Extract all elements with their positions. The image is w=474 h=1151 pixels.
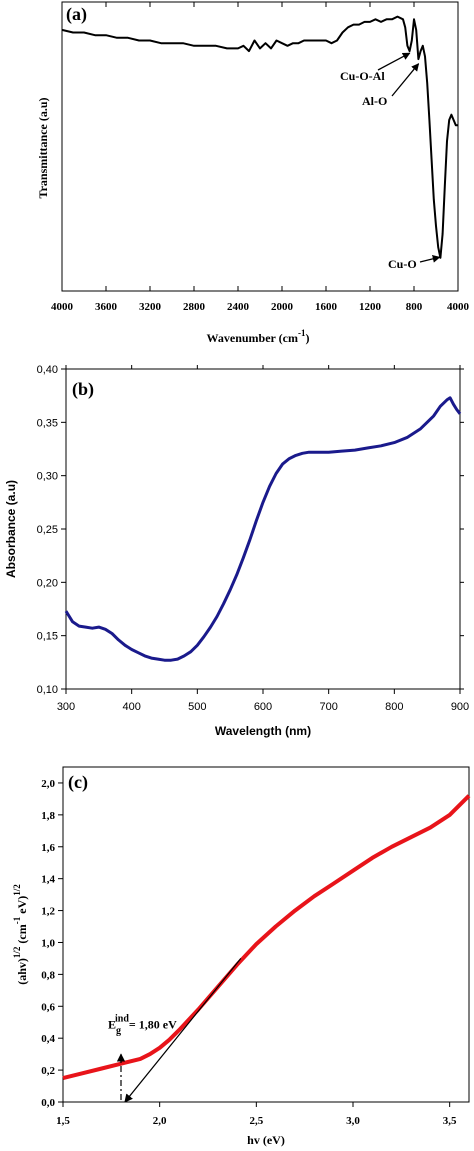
x-tick-label: 2,0 <box>153 1115 167 1127</box>
panel-label: (b) <box>72 379 94 400</box>
x-tick-label: 600 <box>254 701 272 713</box>
y-tick-label: 0,30 <box>37 471 58 483</box>
y-tick-label: 1,6 <box>41 842 55 854</box>
x-tick-label: 2800 <box>183 301 206 313</box>
x-tick-label: 700 <box>319 701 337 713</box>
uv-vis-absorbance-chart: 300 400 500 600 700 800 900 0,10 0,15 0,20 0,25 0,3… <box>4 364 469 738</box>
x-tick-label: 2000 <box>271 301 294 313</box>
annotation-label: Al-O <box>362 94 387 108</box>
x-axis-title: Wavenumber (cm-1) <box>207 328 310 345</box>
band-gap-label: Egind= 1,80 eV <box>108 1013 177 1036</box>
y-tick-label: 0,4 <box>41 1033 55 1045</box>
y-tick-label: 0,20 <box>37 577 58 589</box>
annotation-label: Cu-O <box>388 257 417 271</box>
x-tick-label: 4000 <box>447 301 470 313</box>
y-tick-label: 1,2 <box>41 906 55 918</box>
x-tick-label: 3600 <box>95 301 118 313</box>
annotation-arrow <box>377 52 411 71</box>
y-axis-title: (ahv)1/2 (cm-1 eV)1/2 <box>12 884 29 985</box>
y-tick-label: 0,40 <box>37 364 58 376</box>
x-tick-label: 3,5 <box>443 1115 457 1127</box>
tauc-series-line <box>62 794 471 1081</box>
absorbance-series-line <box>64 396 462 662</box>
y-axis-title: Transmittance (a.u) <box>36 97 50 198</box>
plot-frame <box>65 368 461 690</box>
x-tick-label: 1,5 <box>56 1115 70 1127</box>
y-tick-label: 0,25 <box>37 524 58 536</box>
tauc-plot-chart: 1,5 2,0 2,5 3,0 3,5 0,0 0,2 0,4 0,6 0,8 1,0 1,2 1,4 1… <box>12 766 471 1147</box>
x-tick-label: 800 <box>385 701 403 713</box>
tangent-line <box>124 958 242 1103</box>
y-tick-label: 1,0 <box>41 937 55 949</box>
y-axis-title: Absorbance (a.u) <box>4 480 18 578</box>
annotation-label: Cu-O-Al <box>340 69 385 83</box>
y-tick-label: 2,0 <box>41 778 55 790</box>
x-tick-label: 800 <box>406 301 423 313</box>
y-tick-label: 0,15 <box>37 631 58 643</box>
panel-label: (a) <box>66 4 87 25</box>
x-tick-label: 900 <box>451 701 469 713</box>
y-tick-label: 1,4 <box>41 874 55 886</box>
annotation-arrow <box>419 255 441 263</box>
ftir-series-line <box>61 15 458 259</box>
y-tick-label: 1,8 <box>41 810 55 822</box>
y-tick-label: 0,35 <box>37 417 58 429</box>
x-tick-label: 500 <box>188 701 206 713</box>
y-tick-label: 0,8 <box>41 969 55 981</box>
x-tick-label: 2400 <box>227 301 250 313</box>
x-tick-label: 2,5 <box>249 1115 263 1127</box>
x-tick-label: 3200 <box>139 301 162 313</box>
annotation-arrow <box>391 63 420 97</box>
x-tick-label: 1600 <box>315 301 338 313</box>
x-axis-title: hv (eV) <box>247 1133 285 1147</box>
x-tick-label: 3,0 <box>346 1115 360 1127</box>
ftir-chart: 4000 3600 3200 2800 2400 2000 1600 1200 800 4000 (… <box>36 1 470 345</box>
x-tick-label: 400 <box>122 701 140 713</box>
plot-frame <box>62 766 470 1103</box>
y-tick-label: 0,6 <box>41 1001 55 1013</box>
x-tick-label: 300 <box>57 701 75 713</box>
x-tick-label: 4000 <box>51 301 74 313</box>
y-tick-label: 0,10 <box>37 684 58 696</box>
y-tick-label: 0,0 <box>41 1097 55 1109</box>
y-tick-label: 0,2 <box>41 1065 55 1077</box>
x-axis-title: Wavelength (nm) <box>215 724 311 738</box>
x-tick-label: 1200 <box>359 301 382 313</box>
plot-frame <box>61 1 459 292</box>
panel-label: (c) <box>68 772 88 793</box>
